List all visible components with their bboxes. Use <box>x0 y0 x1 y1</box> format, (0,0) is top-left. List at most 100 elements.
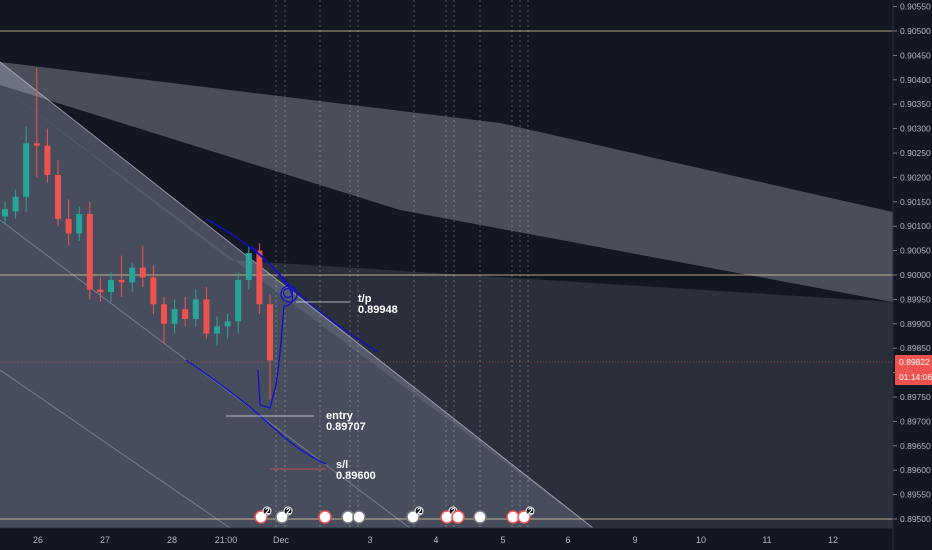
drawn-middle-path <box>250 245 294 409</box>
time-tick-label: 6 <box>565 535 570 545</box>
candle-body <box>192 299 199 319</box>
candle-body <box>224 321 231 327</box>
event-badge <box>318 510 332 524</box>
tp-value: 0.89948 <box>358 304 398 316</box>
event-count: 2 <box>286 506 291 516</box>
candle-body <box>44 145 51 175</box>
candle-body <box>33 143 40 146</box>
event-badge <box>506 510 520 524</box>
entry-value: 0.89707 <box>326 421 366 433</box>
event-badges[interactable]: 2 2 2 2 2 <box>254 506 535 524</box>
drawn-circle-inner <box>282 287 294 299</box>
time-axis[interactable]: 26 27 28 21:00 Dec 3 4 5 6 9 10 11 12 <box>33 535 838 545</box>
time-tick-label: 27 <box>100 535 110 545</box>
current-price-tag: 0.89822 01:14:06 <box>0 355 932 385</box>
event-count-badge <box>414 506 424 516</box>
price-tick-label: 0.90250 <box>900 148 931 158</box>
candle-body <box>203 299 210 334</box>
time-tick-label: 28 <box>167 535 177 545</box>
event-count: 2 <box>451 506 456 516</box>
time-tick-label: 26 <box>33 535 43 545</box>
price-tag-countdown: 01:14:06 <box>899 372 932 382</box>
candle-body <box>76 214 83 234</box>
time-tick-label: 10 <box>696 535 706 545</box>
candle-body <box>171 309 178 324</box>
candle-body <box>267 304 273 361</box>
price-tick-label: 0.89950 <box>900 294 931 304</box>
candle-body <box>55 174 61 219</box>
event-badge <box>341 510 355 524</box>
candle-body <box>245 253 252 280</box>
candle-body <box>214 326 220 334</box>
price-tick-label: 0.90500 <box>900 26 931 36</box>
candles <box>2 67 273 400</box>
tp-label: t/p <box>358 293 372 305</box>
drawn-circle-outer <box>280 285 298 303</box>
candle-body <box>235 279 242 322</box>
price-tag-box <box>895 355 932 385</box>
session-lines <box>275 0 529 528</box>
candle-body <box>97 289 104 293</box>
candle-body <box>256 250 263 305</box>
price-tag-value: 0.89822 <box>899 357 930 367</box>
drawn-lower-path <box>185 359 327 465</box>
candle-body <box>118 279 125 283</box>
candle-body <box>2 209 8 217</box>
candle-body <box>182 309 189 319</box>
time-tick-label: 9 <box>632 535 637 545</box>
event-badge <box>473 510 487 524</box>
price-tick-label: 0.90100 <box>900 221 931 231</box>
middle-channel-band <box>0 85 893 528</box>
price-tick-label: 0.90000 <box>900 270 931 280</box>
price-tick-label: 0.89650 <box>900 441 931 451</box>
time-axis-panel <box>0 528 932 550</box>
candle-body <box>150 277 157 305</box>
price-tick-label: 0.89900 <box>900 319 931 329</box>
event-count-badge <box>262 506 272 516</box>
time-tick-label: 21:00 <box>215 535 238 545</box>
price-tick-label: 0.90450 <box>900 50 931 60</box>
candle-body <box>12 196 19 212</box>
price-tick-label: 0.90150 <box>900 197 931 207</box>
price-tick-label: 0.90300 <box>900 124 931 134</box>
time-tick-label: 11 <box>762 535 771 545</box>
candle-body <box>129 267 136 283</box>
time-tick-label: 5 <box>500 535 505 545</box>
price-tick-label: 0.89850 <box>900 343 931 353</box>
event-count: 2 <box>528 506 533 516</box>
time-tick-label: 12 <box>828 535 838 545</box>
candle-body <box>65 218 72 234</box>
price-tick-label: 0.89750 <box>900 392 931 402</box>
price-tick-label: 0.90350 <box>900 99 931 109</box>
price-tick-label: 0.90400 <box>900 75 931 85</box>
event-count-badge <box>283 506 293 516</box>
price-tick-label: 0.89550 <box>900 490 931 500</box>
upper-channel <box>0 62 893 302</box>
time-tick-label: Dec <box>273 535 290 545</box>
price-axis-panel <box>893 0 932 550</box>
price-tick-label: 0.89700 <box>900 416 931 426</box>
candle-body <box>108 279 114 293</box>
price-tick-label: 0.90200 <box>900 172 931 182</box>
price-tick-label: 0.90050 <box>900 246 931 256</box>
sl-label: s/l <box>336 459 348 471</box>
entry-label: entry <box>326 410 354 422</box>
event-count: 2 <box>265 506 270 516</box>
event-badge <box>352 510 366 524</box>
candle-body <box>161 304 167 324</box>
event-count-badge <box>525 506 535 516</box>
candle-body <box>86 214 93 290</box>
candle-body <box>139 267 146 278</box>
price-tick-label: 0.90550 <box>900 2 931 12</box>
time-tick-label: 4 <box>433 535 438 545</box>
channel-line-lower <box>0 369 231 529</box>
sl-value: 0.89600 <box>336 470 376 482</box>
hand-drawing[interactable] <box>185 218 379 465</box>
price-tick-label: 0.89600 <box>900 465 931 475</box>
event-count: 2 <box>417 506 422 516</box>
event-badge <box>451 510 465 524</box>
price-tick-label: 0.89500 <box>900 514 931 524</box>
time-tick-label: 3 <box>367 535 372 545</box>
